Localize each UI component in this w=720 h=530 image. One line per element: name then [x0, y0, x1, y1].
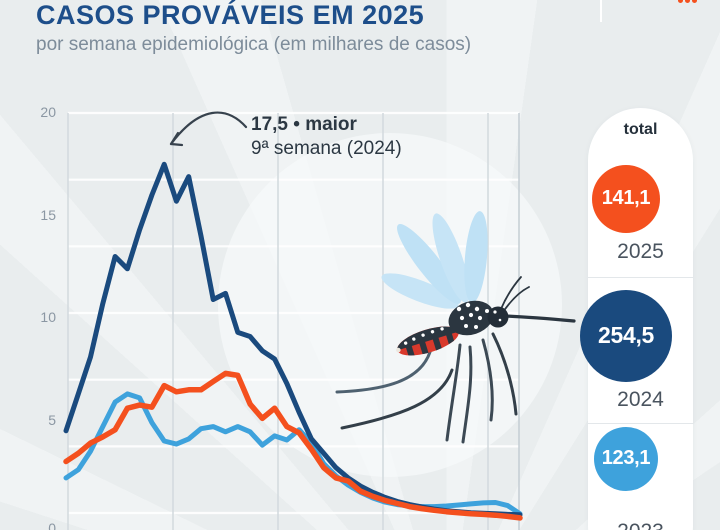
year-label-2024: 2024 — [617, 388, 664, 411]
year-label-2025: 2025 — [617, 240, 664, 263]
panel-divider — [588, 423, 693, 424]
peak-annotation: 17,5 • maior 9ª semana (2024) — [251, 113, 402, 160]
total-circle-2023: 123,1 — [593, 426, 659, 492]
y-axis-tick-label: 20 — [40, 104, 56, 120]
top-white-line — [600, 0, 602, 22]
page-subtitle: por semana epidemiológica (em milhares d… — [36, 34, 472, 55]
y-axis-tick-label: 5 — [48, 411, 56, 428]
total-circle-2025: 141,1 — [591, 164, 661, 234]
peak-annotation-value: 17,5 • maior — [251, 114, 357, 135]
total-value: 254,5 — [597, 322, 655, 349]
background-halo-circle — [218, 133, 562, 477]
totals-heading: total — [623, 121, 658, 138]
y-axis-tick-label: 15 — [40, 206, 56, 223]
y-axis-tick-label: 10 — [40, 309, 56, 325]
year-label-2023: 2023 — [574, 520, 707, 530]
total-value: 141,1 — [601, 187, 651, 210]
y-axis-tick-label: 0 — [48, 520, 56, 530]
panel-divider — [588, 277, 693, 278]
total-value: 123,1 — [601, 447, 651, 470]
overflow-dots-icon — [678, 0, 697, 3]
page-title: CASOS PROVÁVEIS EM 2025 — [36, 0, 425, 30]
y-axis: 20 15 10 5 0 — [20, 0, 56, 530]
peak-annotation-week: 9ª semana (2024) — [251, 137, 402, 159]
total-circle-2024: 254,5 — [579, 289, 673, 383]
